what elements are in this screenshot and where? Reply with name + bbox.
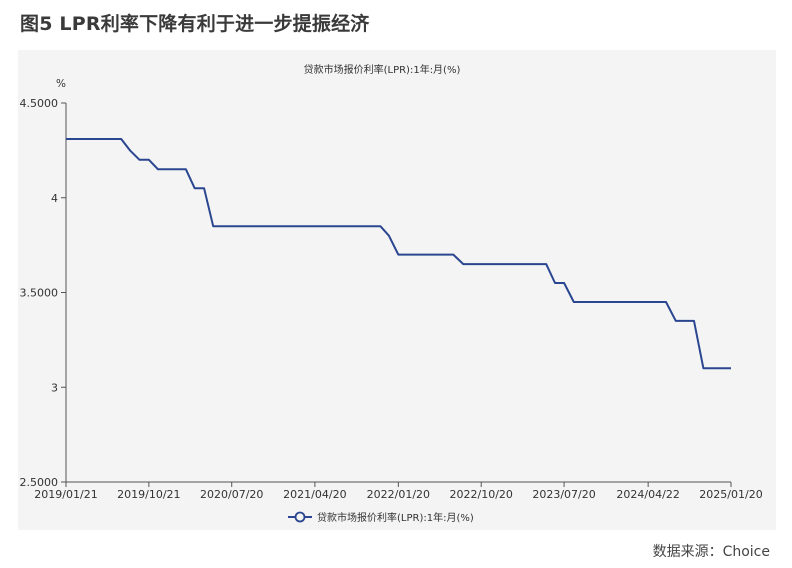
source-note: 数据来源：Choice — [652, 544, 770, 560]
x-tick-label: 2022/01/20 — [367, 488, 430, 501]
x-tick-label: 2023/07/20 — [532, 488, 595, 501]
x-tick-label: 2019/10/21 — [117, 488, 180, 501]
y-tick-label: 3.5000 — [20, 287, 59, 300]
legend-marker — [294, 511, 306, 523]
y-tick-label: 4 — [51, 192, 58, 205]
legend-series-label: 贷款市场报价利率(LPR):1年:月(%) — [317, 511, 474, 524]
y-axis-label: % — [56, 78, 66, 90]
figure-title: 图5 LPR利率下降有利于进一步提振经济 — [20, 13, 370, 35]
line-chart: 贷款市场报价利率(LPR):1年:月(%) % 2.5000 3 3.5000 4 4.… — [20, 63, 763, 524]
x-tick-label: 2021/04/20 — [283, 488, 346, 501]
y-tick-label: 4.5000 — [20, 97, 59, 110]
chart-title: 贷款市场报价利率(LPR):1年:月(%) — [304, 63, 461, 76]
x-tick-label: 2020/07/20 — [200, 488, 263, 501]
series-line-lpr-1y — [66, 138, 731, 370]
x-tick-label: 2022/10/20 — [450, 488, 513, 501]
x-tick-label: 2024/04/22 — [616, 488, 679, 501]
y-tick-label: 3 — [51, 381, 58, 394]
y-tick-label: 2.5000 — [20, 476, 59, 489]
legend: 贷款市场报价利率(LPR):1年:月(%) — [288, 511, 474, 524]
x-tick-label: 2019/01/21 — [34, 488, 97, 501]
chart-panel: 贷款市场报价利率(LPR):1年:月(%) % 2.5000 3 3.5000 4 4.… — [18, 50, 776, 530]
x-tick-label: 2025/01/20 — [699, 488, 762, 501]
